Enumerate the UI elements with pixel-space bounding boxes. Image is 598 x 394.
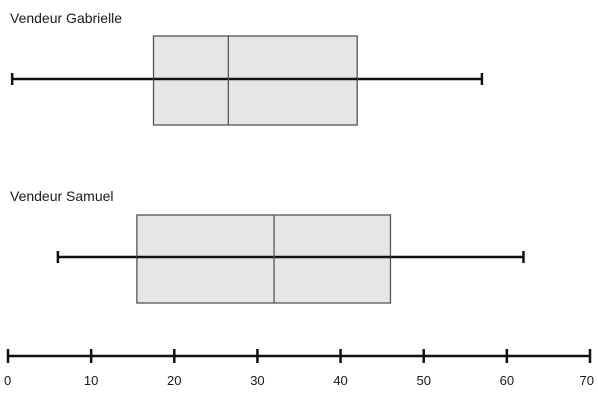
x-tick-label-40: 40 bbox=[333, 373, 347, 388]
x-tick-label-70: 70 bbox=[580, 373, 594, 388]
box-vendeur-samuel bbox=[136, 214, 392, 304]
series-label-samuel: Vendeur Samuel bbox=[10, 188, 114, 204]
x-tick-label-30: 30 bbox=[250, 373, 264, 388]
x-tick-label-60: 60 bbox=[500, 373, 514, 388]
x-tick-label-10: 10 bbox=[84, 373, 98, 388]
series-label-gabrielle: Vendeur Gabrielle bbox=[10, 10, 123, 26]
box-vendeur-gabrielle bbox=[152, 35, 358, 126]
x-tick-label-0: 0 bbox=[4, 373, 11, 388]
x-tick-label-50: 50 bbox=[416, 373, 430, 388]
x-tick-label-20: 20 bbox=[167, 373, 181, 388]
